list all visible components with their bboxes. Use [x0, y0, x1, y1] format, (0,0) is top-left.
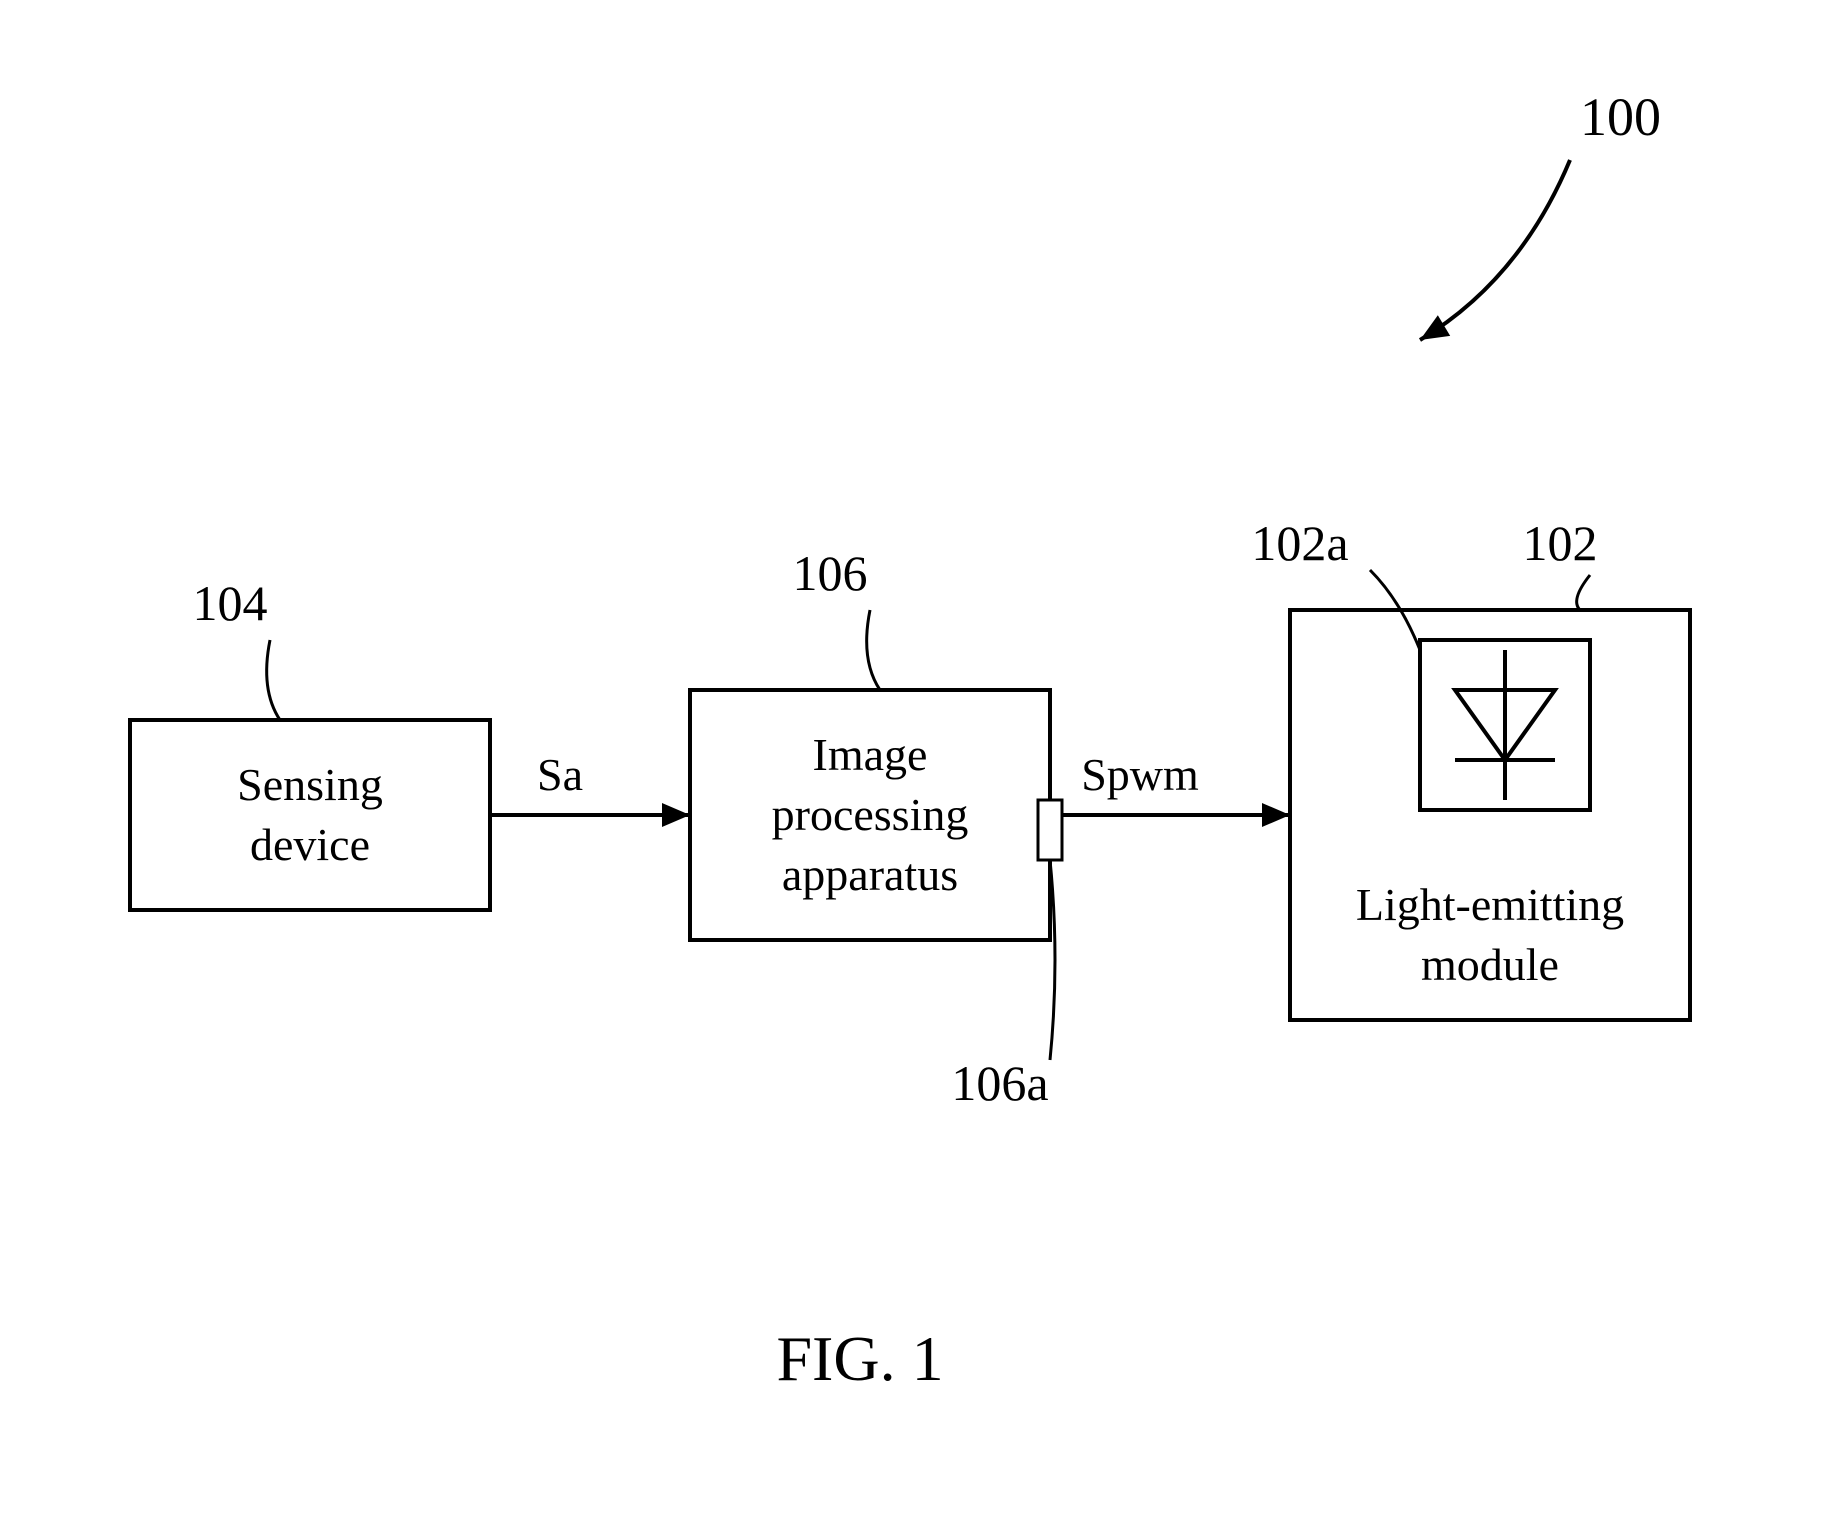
ref-label: 106a [951, 1055, 1048, 1111]
block-img_proc-text: processing [772, 789, 969, 840]
ref-label: 102 [1523, 515, 1598, 571]
figure-label: FIG. 1 [776, 1323, 943, 1394]
block-light_emit-text: module [1421, 939, 1559, 990]
signal-spwm-label: Spwm [1081, 749, 1199, 800]
block-sensing [130, 720, 490, 910]
block-img_proc-text: Image [813, 729, 928, 780]
ref-label: 104 [193, 575, 268, 631]
arrowhead [1420, 315, 1450, 340]
ref-label: 102a [1251, 515, 1348, 571]
port-106a [1038, 800, 1062, 860]
system-ref-arc [1420, 160, 1570, 340]
block-light_emit-text: Light-emitting [1356, 879, 1624, 930]
arrowhead [662, 803, 690, 827]
leader-line [1577, 575, 1590, 610]
arrowhead [1262, 803, 1290, 827]
signal-sa-label: Sa [537, 749, 583, 800]
block-img_proc-text: apparatus [782, 849, 958, 900]
ref-label: 106 [793, 545, 868, 601]
leader-line [267, 640, 280, 720]
leader-line [867, 610, 880, 690]
block-sensing-text: Sensing [237, 759, 383, 810]
system-ref-label: 100 [1580, 87, 1661, 147]
block-sensing-text: device [250, 819, 370, 870]
